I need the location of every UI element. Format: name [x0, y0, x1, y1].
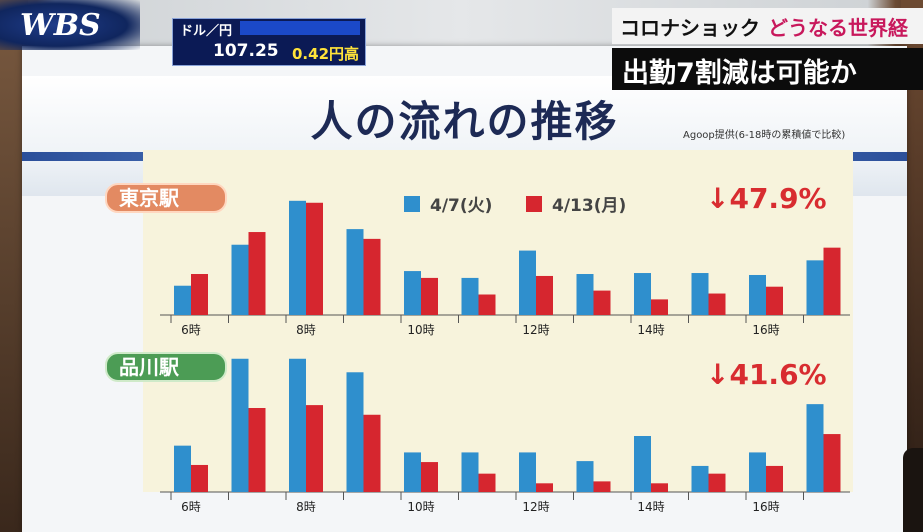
bar-series-a [691, 273, 709, 315]
bar-series-a [231, 358, 249, 492]
caption-top-main: コロナショック [620, 16, 760, 40]
x-tick-label: 6時 [181, 323, 201, 337]
x-tick-label: 14時 [637, 323, 664, 337]
legend-item-series-a: 4/7(火) [404, 191, 492, 216]
station-label-shinagawa: 品川駅 [105, 352, 227, 382]
bar-series-a [634, 436, 651, 492]
bar-series-a [461, 277, 479, 315]
bar-series-a [289, 358, 306, 492]
bar-series-b [478, 473, 496, 492]
bar-series-a [346, 372, 364, 492]
x-tick-label: 10時 [407, 500, 434, 512]
bar-series-a [404, 452, 421, 492]
decline-annotation-shinagawa: ↓41.6% [706, 358, 827, 391]
presenter-silhouette [903, 448, 923, 532]
bar-series-a [691, 465, 709, 492]
bar-series-b [708, 473, 726, 492]
bar-series-a [519, 452, 536, 492]
caption-main-background [612, 48, 923, 90]
legend-label-series-a: 4/7(火) [430, 196, 493, 216]
fx-rate: 107.25 [213, 41, 279, 61]
caption-main: 出勤7割減は可能か [622, 58, 857, 89]
bar-series-b [306, 405, 323, 492]
bar-series-b [363, 238, 381, 315]
bar-chart-shinagawa: 6時 8時 10時 12時 14時 16時 [160, 358, 850, 512]
x-tick-label: 10時 [407, 323, 434, 337]
bar-series-b [248, 408, 266, 492]
bar-series-b [306, 202, 323, 315]
bar-series-a [174, 445, 191, 492]
fx-label: ドル／円 [180, 24, 233, 39]
decline-annotation-tokyo: ↓47.9% [706, 182, 827, 215]
x-tick-label: 8時 [296, 500, 316, 512]
bar-series-a [519, 250, 536, 315]
bar-series-a [289, 200, 306, 315]
legend-label-series-b: 4/13(月) [552, 196, 627, 216]
bar-series-a [806, 404, 824, 492]
bar-series-b [766, 286, 783, 315]
bar-series-b [421, 462, 438, 492]
bar-series-a [634, 273, 651, 315]
board-title: 人の流れの推移 [310, 97, 619, 146]
bar-series-a [749, 274, 766, 315]
bar-series-b [708, 293, 726, 315]
bar-series-a [576, 274, 594, 315]
bar-series-a [461, 452, 479, 492]
caption-top-sub: どうなる世界経 [768, 16, 908, 40]
caption-top-background [612, 8, 923, 44]
legend-swatch-series-a [404, 195, 420, 212]
fx-scroll-bar [240, 21, 360, 35]
bar-series-b [823, 247, 841, 315]
x-tick-label: 12時 [522, 323, 549, 337]
bar-series-a [576, 461, 594, 492]
bar-series-a [806, 260, 824, 315]
bar-series-a [749, 452, 766, 492]
fx-change: 0.42円高 [292, 45, 360, 63]
legend-item-series-b: 4/13(月) [526, 191, 626, 216]
x-tick-label: 12時 [522, 500, 549, 512]
bar-chart-tokyo: 6時 8時 10時 12時 14時 16時 [160, 200, 850, 337]
bar-series-b [478, 294, 496, 315]
bar-series-b [363, 414, 381, 492]
bar-series-b [651, 483, 668, 492]
bar-series-a [174, 285, 191, 315]
bar-series-b [651, 299, 668, 315]
bar-series-b [766, 465, 783, 492]
x-tick-label: 8時 [296, 323, 316, 337]
wbs-logo-text: WBS [20, 8, 101, 43]
legend-swatch-series-b [526, 195, 542, 212]
bar-series-b [593, 481, 611, 492]
x-tick-label: 14時 [637, 500, 664, 512]
source-note: Agoop提供(6-18時の累積値で比較) [683, 130, 846, 141]
x-tick-label: 16時 [752, 323, 779, 337]
bar-series-b [421, 277, 438, 315]
bar-series-a [346, 229, 364, 315]
bar-series-b [191, 464, 208, 492]
caption-top: コロナショック どうなる世界経 [620, 12, 908, 41]
wbs-logo [0, 0, 140, 50]
bar-series-a [231, 244, 249, 315]
bar-series-b [536, 483, 553, 492]
bar-series-b [191, 274, 208, 315]
station-label-tokyo: 東京駅 [105, 183, 227, 213]
bar-series-b [593, 290, 611, 315]
bar-series-b [248, 232, 266, 315]
bar-series-b [536, 275, 553, 315]
x-tick-label: 16時 [752, 500, 779, 512]
x-tick-label: 6時 [181, 500, 201, 512]
bar-series-a [404, 271, 421, 315]
bar-series-b [823, 434, 841, 492]
